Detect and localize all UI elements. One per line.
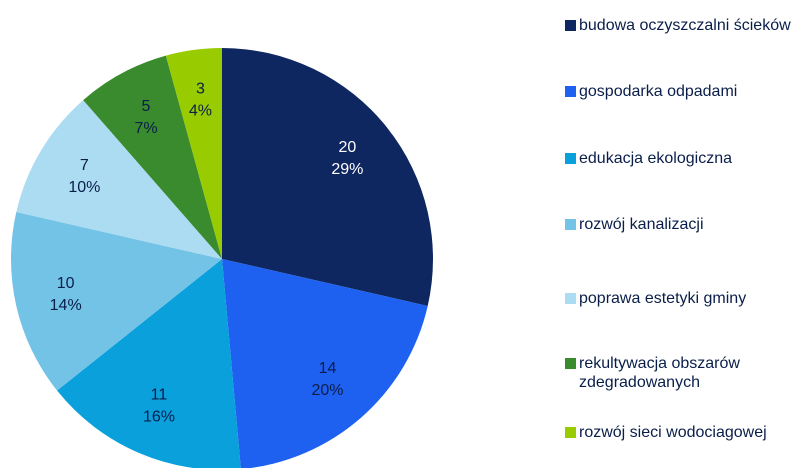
legend-item: rekultywacja obszarów zdegradowanych — [565, 354, 799, 392]
value-label: 11 — [151, 387, 168, 404]
legend-swatch — [565, 20, 576, 31]
legend-swatch — [565, 153, 576, 164]
value-label: 14 — [319, 360, 337, 377]
legend-swatch — [565, 427, 576, 438]
legend-swatch — [565, 86, 576, 97]
percent-label: 29% — [331, 161, 363, 178]
percent-label: 7% — [134, 120, 157, 137]
percent-label: 14% — [50, 297, 82, 314]
percent-label: 4% — [189, 102, 212, 119]
legend-label: rozwój sieci wodociagowej — [579, 424, 767, 441]
legend-swatch — [565, 219, 576, 230]
pie-slice — [57, 259, 241, 468]
legend-item: poprawa estetyki gminy — [565, 289, 799, 308]
value-label: 10 — [57, 275, 75, 292]
pie-slice — [165, 48, 222, 259]
legend-item: edukacja ekologiczna — [565, 149, 799, 168]
legend-swatch — [565, 293, 576, 304]
legend-label: edukacja ekologiczna — [579, 150, 732, 167]
legend-label: rekultywacja obszarów zdegradowanych — [579, 355, 740, 391]
pie-slice — [10, 212, 222, 391]
pie-slice — [222, 259, 428, 468]
legend-item: rozwój sieci wodociagowej — [565, 423, 799, 442]
legend-item: budowa oczyszczalni ścieków — [565, 16, 799, 35]
value-label: 5 — [142, 98, 151, 115]
legend-label: rozwój kanalizacji — [579, 216, 704, 233]
legend-swatch — [565, 358, 576, 369]
value-label: 3 — [196, 80, 205, 97]
value-label: 7 — [80, 157, 89, 174]
legend-label: budowa oczyszczalni ścieków — [579, 17, 791, 34]
pie-slice — [16, 100, 223, 259]
legend-label: gospodarka odpadami — [579, 83, 738, 100]
percent-label: 16% — [143, 409, 175, 426]
value-label: 20 — [338, 139, 356, 156]
pie-slice — [222, 48, 433, 306]
legend-item: gospodarka odpadami — [565, 82, 799, 101]
percent-label: 20% — [311, 382, 343, 399]
percent-label: 10% — [68, 179, 100, 196]
pie-slice — [83, 55, 222, 259]
legend-label: poprawa estetyki gminy — [579, 290, 747, 307]
legend-item: rozwój kanalizacji — [565, 215, 799, 234]
